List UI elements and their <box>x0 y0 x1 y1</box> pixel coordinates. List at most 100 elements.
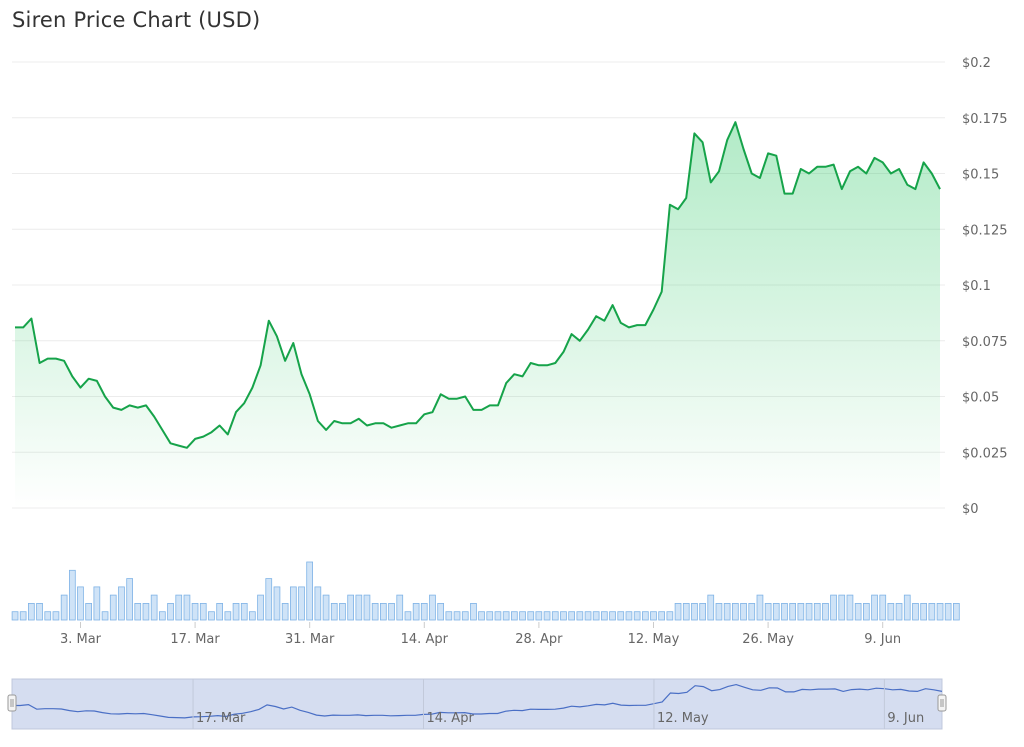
volume-bar <box>347 594 355 621</box>
volume-bar <box>928 603 936 621</box>
volume-bar <box>502 611 510 621</box>
volume-bar <box>748 603 756 621</box>
volume-bar <box>601 611 608 621</box>
volume-bar <box>199 603 207 621</box>
volume-bar <box>314 586 322 621</box>
volume-bar <box>265 578 273 621</box>
navigator-window[interactable] <box>11 678 943 730</box>
volume-bar <box>134 603 142 621</box>
volume-bar <box>36 603 43 621</box>
volume-bar <box>257 594 264 621</box>
volume-bar <box>85 603 92 621</box>
volume-bar <box>60 594 68 621</box>
volume-bar <box>126 578 133 621</box>
volume-bar <box>666 611 674 621</box>
volume-bar <box>723 603 731 621</box>
volume-bar <box>404 611 412 621</box>
volume-bar <box>863 603 870 621</box>
volume-bar <box>682 603 690 621</box>
volume-bar <box>330 603 338 621</box>
volume-bar <box>789 603 797 621</box>
volume-bar <box>756 594 764 621</box>
navigator-label: 12. May <box>657 711 709 726</box>
chart-title: Siren Price Chart (USD) <box>12 8 261 32</box>
volume-bar <box>519 611 526 621</box>
volume-bar <box>437 603 445 621</box>
volume-bar <box>830 594 837 621</box>
volume-bar <box>478 611 485 621</box>
volume-bar <box>175 594 183 621</box>
volume-bar <box>642 611 649 621</box>
navigator-label: 14. Apr <box>427 711 475 726</box>
volume-bar <box>224 611 232 621</box>
volume-bar <box>306 561 314 621</box>
volume-bar <box>363 594 371 621</box>
volume-bar <box>109 594 117 621</box>
volume-bar <box>69 569 76 621</box>
volume-bar <box>691 603 698 621</box>
volume-bar <box>527 611 535 621</box>
volume-bar <box>150 594 158 621</box>
volume-bar <box>27 603 35 621</box>
y-tick-label: $0.025 <box>962 446 1008 461</box>
volume-bar <box>535 611 543 621</box>
volume-bar <box>322 594 330 621</box>
y-tick-label: $0.125 <box>962 223 1008 238</box>
navigator: 17. Mar 14. Apr 12. May 9. Jun <box>7 678 947 730</box>
volume-bar <box>510 611 518 621</box>
x-tick-label: 17. Mar <box>170 632 220 647</box>
volume-bar <box>625 611 633 621</box>
volume-bar <box>298 586 305 621</box>
volume-bar <box>912 603 919 621</box>
volume-bar <box>617 611 625 621</box>
volume-bar <box>486 611 494 621</box>
volume-bar <box>142 603 150 621</box>
volume-bar <box>879 594 887 621</box>
volume-bar <box>44 611 52 621</box>
volume-bar <box>494 611 502 621</box>
volume-bar <box>871 594 878 621</box>
volume-bar <box>715 603 723 621</box>
volume-bar <box>379 603 387 621</box>
volume-bar <box>920 603 928 621</box>
x-tick-label: 31. Mar <box>285 632 335 647</box>
volume-bar <box>52 611 60 621</box>
volume-bar <box>355 594 363 621</box>
volume-bar <box>609 611 616 621</box>
price-line <box>15 121 941 449</box>
volume-bar <box>707 594 715 621</box>
x-tick-label: 26. May <box>742 632 794 647</box>
volume-bar <box>658 611 666 621</box>
navigator-handle-right[interactable] <box>937 694 947 712</box>
volume-bar <box>805 603 813 621</box>
y-tick-label: $0.075 <box>962 335 1008 350</box>
volume-bar <box>813 603 821 621</box>
volume-bar <box>420 603 428 621</box>
volume-bar <box>461 611 469 621</box>
volume-bar <box>445 611 453 621</box>
volume-bar <box>944 603 952 621</box>
volume-bar <box>11 611 19 621</box>
x-tick-label: 28. Apr <box>515 632 563 647</box>
volume-bar <box>551 611 559 621</box>
volume-bar <box>289 586 297 621</box>
volume-bar <box>740 603 747 621</box>
y-tick-label: $0.175 <box>962 112 1008 127</box>
volume-bar <box>781 603 788 621</box>
price-area <box>15 122 940 508</box>
volume-bar <box>232 603 240 621</box>
volume-bar <box>772 603 780 621</box>
volume-bar <box>953 603 960 621</box>
volume-bar <box>470 603 477 621</box>
x-axis-labels: 3. Mar 17. Mar 31. Mar 14. Apr 28. Apr 12. Ma… <box>60 622 901 647</box>
x-tick-label: 12. May <box>628 632 680 647</box>
volume-bar <box>371 603 379 621</box>
navigator-handle-left[interactable] <box>7 694 17 712</box>
x-tick-label: 3. Mar <box>60 632 102 647</box>
volume-bar <box>208 611 215 621</box>
x-tick-label: 14. Apr <box>401 632 449 647</box>
volume-bar <box>77 586 84 621</box>
volume-bar <box>191 603 199 621</box>
volume-bar <box>887 603 895 621</box>
volume-bar <box>576 611 584 621</box>
